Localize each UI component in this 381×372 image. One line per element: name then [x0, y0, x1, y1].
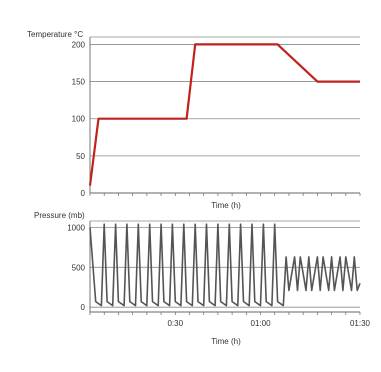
temperature-y-tick-label: 200 [72, 40, 86, 49]
pressure-x-tick-label: 01:00 [251, 319, 272, 328]
temperature-y-tick-label: 0 [81, 189, 86, 198]
temperature-chart: Temperature °C Time (h) 0 50 100 150 200 [27, 30, 361, 210]
pressure-series-line [89, 223, 361, 307]
pressure-x-tick-label: 0:30 [167, 319, 183, 328]
temperature-y-tick-label: 100 [72, 115, 86, 124]
pressure-axis-title: Pressure (mb) [34, 211, 85, 220]
temperature-x-axis-title: Time (h) [211, 201, 241, 210]
temperature-axis-title: Temperature °C [27, 30, 83, 39]
pressure-x-tick-label: 01:30 [350, 319, 371, 328]
temperature-series-line [88, 43, 360, 186]
temperature-y-tick-label: 150 [72, 78, 86, 87]
temperature-y-tick-label: 50 [76, 152, 85, 161]
pressure-y-tick-label: 500 [72, 263, 86, 272]
pressure-chart: Pressure (mb) Time (h) 0 500 1000 0:30 01:00… [34, 211, 371, 346]
pressure-y-tick-label: 0 [81, 303, 86, 312]
pressure-y-tick-label: 1000 [67, 223, 85, 232]
pressure-x-axis-title: Time (h) [211, 337, 241, 346]
